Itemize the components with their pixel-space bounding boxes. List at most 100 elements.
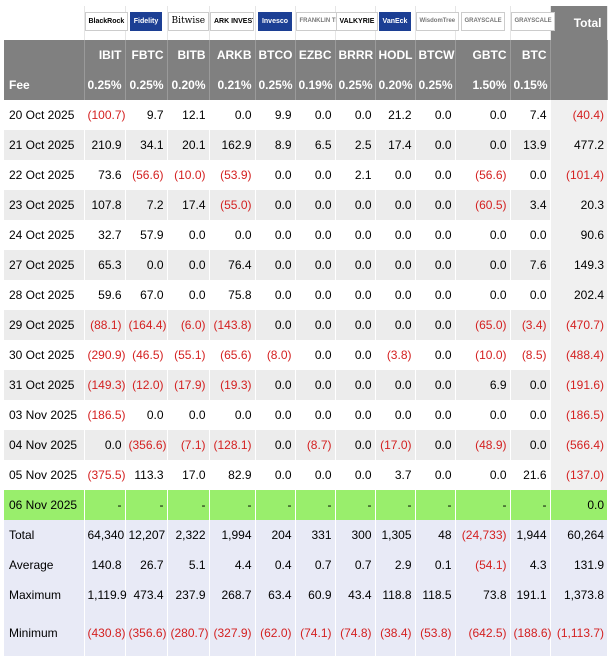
flow-cell: 204 (255, 520, 296, 550)
fee-value: 0.25% (84, 70, 126, 100)
flow-cell: 0.0 (415, 340, 456, 370)
fee-value: 0.21% (209, 70, 256, 100)
flow-cell: 0.0 (415, 430, 456, 460)
flow-cell: 0.0 (167, 280, 210, 310)
flow-cell: 0.7 (335, 550, 376, 580)
flow-cell: 82.9 (209, 460, 256, 490)
flow-cell: 73.8 (455, 580, 511, 610)
flow-cell: 4.3 (510, 550, 551, 580)
valkyrie-logo: VALKYRIE (335, 12, 379, 31)
flow-cell: 0.0 (255, 430, 296, 460)
flow-cell: 0.0 (375, 190, 416, 220)
flow-cell: - (167, 490, 210, 520)
flow-cell: - (125, 490, 168, 520)
row-total-cell: 477.2 (550, 130, 607, 160)
flow-cell: - (455, 490, 511, 520)
flow-cell: 0.0 (455, 250, 511, 280)
flow-cell: 0.7 (295, 550, 336, 580)
ticker-header: EZBC (295, 40, 336, 70)
flow-cell: 118.5 (415, 580, 456, 610)
flow-cell: (74.8) (335, 610, 376, 656)
row-label: Maximum (4, 580, 85, 610)
flow-cell: (6.0) (167, 310, 210, 340)
flow-cell: 17.0 (167, 460, 210, 490)
row-label: 29 Oct 2025 (4, 310, 85, 340)
flow-cell: 9.7 (125, 100, 168, 130)
row-label: 23 Oct 2025 (4, 190, 85, 220)
flow-cell: 162.9 (209, 130, 256, 160)
row-label: 21 Oct 2025 (4, 130, 85, 160)
flow-cell: (17.0) (375, 430, 416, 460)
flow-cell: 0.0 (335, 370, 376, 400)
flow-cell: 0.0 (375, 400, 416, 430)
flow-cell: - (415, 490, 456, 520)
flow-cell: 0.0 (335, 310, 376, 340)
flow-cell: 0.0 (455, 100, 511, 130)
flow-cell: 2,322 (167, 520, 210, 550)
row-label: 30 Oct 2025 (4, 340, 85, 370)
flow-cell: 113.3 (125, 460, 168, 490)
flow-cell: (60.5) (455, 190, 511, 220)
blackrock-logo: BlackRock (84, 12, 129, 31)
flow-cell: (327.9) (209, 610, 256, 656)
flow-cell: - (255, 490, 296, 520)
flow-cell: - (510, 490, 551, 520)
flow-cell: 67.0 (125, 280, 168, 310)
flow-cell: 0.0 (295, 250, 336, 280)
flow-cell: 0.0 (295, 370, 336, 400)
flow-cell: (7.1) (167, 430, 210, 460)
summary-row-average: Average 140.8 26.7 5.1 4.4 0.4 0.7 0.7 2.9 0.1 (54… (4, 550, 607, 580)
row-label: Average (4, 550, 85, 580)
etf-flow-table: BlackRock Fidelity Bitwise ARK INVEST In… (4, 6, 608, 656)
row-total-cell: 60,264 (550, 520, 607, 550)
flow-cell: (48.9) (455, 430, 511, 460)
flow-cell: 0.0 (375, 310, 416, 340)
flow-cell: 13.9 (510, 130, 551, 160)
total-column-header: Total (550, 6, 608, 40)
flow-cell: 0.0 (415, 370, 456, 400)
flow-cell: 20.1 (167, 130, 210, 160)
flow-cell: 0.0 (295, 460, 336, 490)
flow-cell: 1,994 (209, 520, 256, 550)
flow-cell: 0.0 (335, 220, 376, 250)
flow-cell: 0.0 (335, 400, 376, 430)
flow-cell: 0.0 (167, 250, 210, 280)
flow-cell: (100.7) (84, 100, 126, 130)
flow-cell: 0.0 (295, 160, 336, 190)
flow-cell: 0.0 (209, 400, 256, 430)
daily-flows-body: 20 Oct 2025 (100.7) 9.7 12.1 0.0 9.9 0.0 0.0 21.… (4, 100, 607, 520)
flow-cell: (56.6) (455, 160, 511, 190)
row-label: 03 Nov 2025 (4, 400, 85, 430)
flow-cell: 0.0 (255, 370, 296, 400)
flow-cell: (17.9) (167, 370, 210, 400)
date-row: 21 Oct 2025 210.9 34.1 20.1 162.9 8.9 6.5 2.5 17… (4, 130, 607, 160)
flow-cell: 0.0 (375, 370, 416, 400)
flow-cell: 0.0 (255, 280, 296, 310)
flow-cell: 0.0 (510, 400, 551, 430)
flow-cell: 64,340 (84, 520, 126, 550)
issuer-logo: WisdomTree (415, 6, 460, 40)
flow-cell: - (335, 490, 376, 520)
flow-cell: 0.1 (415, 550, 456, 580)
flow-cell: 0.0 (255, 250, 296, 280)
flow-cell: 32.7 (84, 220, 126, 250)
fee-value: 0.20% (375, 70, 416, 100)
summary-row-maximum: Maximum 1,119.9 473.4 237.9 268.7 63.4 60.9 43.… (4, 580, 607, 610)
row-label: Minimum (4, 610, 85, 656)
date-row: 05 Nov 2025 (375.5) 113.3 17.0 82.9 0.0 0.0 0.0… (4, 460, 607, 490)
flow-cell: 1,305 (375, 520, 416, 550)
date-row: 04 Nov 2025 0.0 (356.6) (7.1) (128.1) 0.0 (8.7… (4, 430, 607, 460)
flow-cell: (642.5) (455, 610, 511, 656)
flow-cell: 0.0 (375, 280, 416, 310)
flow-cell: 34.1 (125, 130, 168, 160)
flow-cell: (88.1) (84, 310, 126, 340)
row-total-cell: (101.4) (550, 160, 607, 190)
row-label: 28 Oct 2025 (4, 280, 85, 310)
flow-cell: 0.0 (167, 400, 210, 430)
flow-cell: 17.4 (375, 130, 416, 160)
row-label: 31 Oct 2025 (4, 370, 85, 400)
date-row: 23 Oct 2025 107.8 7.2 17.4 (55.0) 0.0 0.0 0.0 0.… (4, 190, 607, 220)
flow-cell: 0.0 (167, 220, 210, 250)
flow-cell: 6.9 (455, 370, 511, 400)
flow-cell: (8.5) (510, 340, 551, 370)
